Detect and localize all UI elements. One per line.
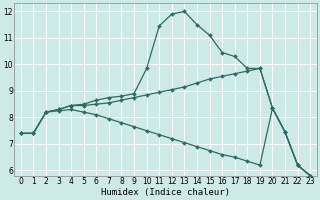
X-axis label: Humidex (Indice chaleur): Humidex (Indice chaleur): [101, 188, 230, 197]
